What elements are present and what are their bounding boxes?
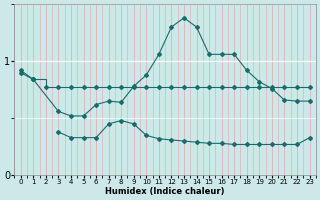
X-axis label: Humidex (Indice chaleur): Humidex (Indice chaleur): [105, 187, 225, 196]
